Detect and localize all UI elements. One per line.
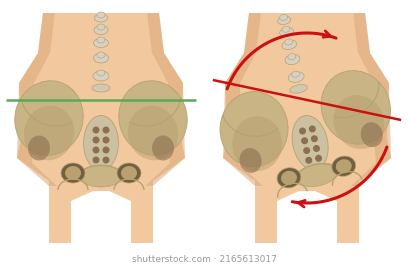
Ellipse shape [83,115,119,171]
Ellipse shape [97,52,105,58]
Ellipse shape [128,106,178,160]
Ellipse shape [285,39,293,45]
Circle shape [92,157,99,164]
Circle shape [92,137,99,143]
Ellipse shape [94,53,108,63]
Ellipse shape [292,116,328,170]
Ellipse shape [24,106,74,160]
Ellipse shape [277,168,301,188]
Ellipse shape [152,136,174,160]
Ellipse shape [94,39,108,48]
Circle shape [309,125,316,132]
Ellipse shape [220,92,288,167]
Ellipse shape [292,71,299,77]
Circle shape [92,146,99,153]
Ellipse shape [321,71,391,144]
Ellipse shape [336,159,352,173]
Circle shape [305,157,312,164]
PathPatch shape [351,13,391,186]
Circle shape [92,127,99,134]
Circle shape [311,135,318,142]
Ellipse shape [333,95,384,149]
Ellipse shape [94,25,108,34]
Ellipse shape [282,40,297,50]
Ellipse shape [65,166,81,180]
Circle shape [301,137,308,144]
Ellipse shape [232,116,282,171]
Ellipse shape [281,171,297,185]
Text: shutterstock.com · 2165613017: shutterstock.com · 2165613017 [132,255,276,265]
Ellipse shape [279,14,288,20]
Ellipse shape [117,163,141,183]
Circle shape [103,146,110,153]
Ellipse shape [93,71,109,81]
Ellipse shape [97,37,105,43]
Circle shape [299,127,306,134]
Ellipse shape [92,84,110,92]
Ellipse shape [280,27,294,37]
Ellipse shape [296,163,338,186]
Ellipse shape [80,165,122,187]
Circle shape [315,155,322,162]
Ellipse shape [119,81,187,155]
Ellipse shape [61,163,85,183]
Ellipse shape [278,16,290,25]
Circle shape [303,147,310,154]
Ellipse shape [97,12,105,18]
Ellipse shape [288,53,296,60]
Ellipse shape [97,24,105,30]
Ellipse shape [361,122,383,147]
Ellipse shape [285,54,300,65]
PathPatch shape [17,13,57,186]
Ellipse shape [332,156,356,176]
PathPatch shape [17,13,185,243]
Circle shape [103,137,110,143]
Ellipse shape [290,85,308,93]
Circle shape [103,157,110,164]
Ellipse shape [239,148,262,173]
Ellipse shape [94,14,108,22]
Ellipse shape [288,72,304,82]
Ellipse shape [15,81,83,155]
Circle shape [103,127,110,134]
PathPatch shape [223,13,391,243]
Ellipse shape [97,70,105,76]
Circle shape [313,145,320,152]
PathPatch shape [223,13,263,186]
Ellipse shape [121,166,137,180]
Ellipse shape [28,136,50,160]
PathPatch shape [145,13,185,186]
Ellipse shape [282,26,290,32]
